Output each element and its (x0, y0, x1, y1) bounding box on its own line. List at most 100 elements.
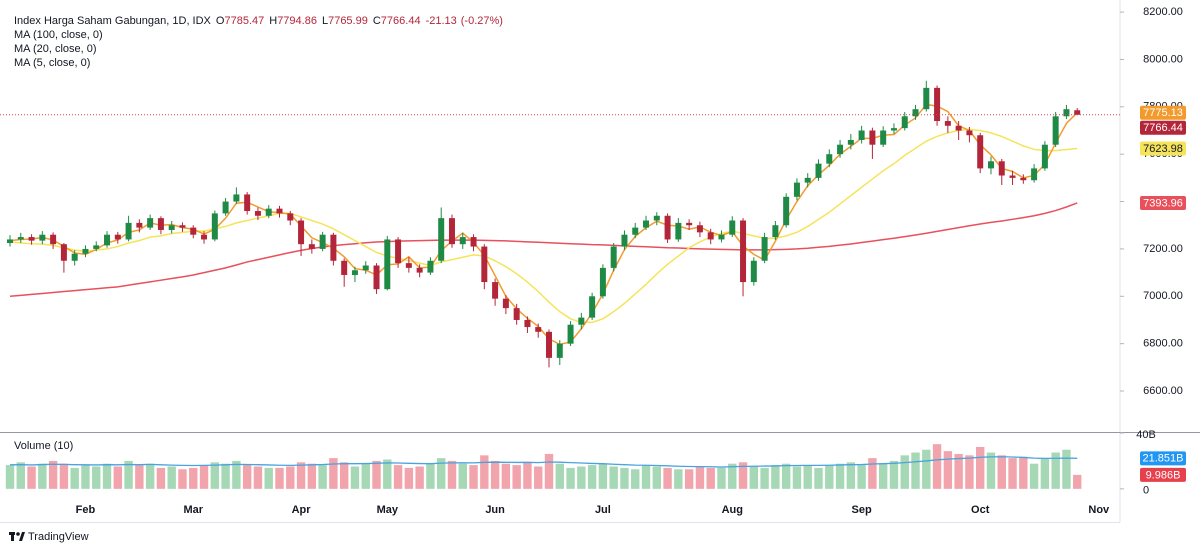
volume-bar (480, 455, 489, 489)
candle-body (104, 234, 111, 246)
candle-body (179, 225, 186, 228)
volume-bar (965, 455, 974, 489)
ohlc-value: 7785.47 (224, 15, 264, 27)
ohlc-letter: H (269, 15, 277, 27)
ma-badge: 7775.13 (1143, 107, 1183, 119)
candle-body (168, 225, 175, 230)
volume-bar (210, 462, 220, 489)
candle-body (987, 161, 994, 169)
candle-body (50, 234, 57, 245)
candle-body (707, 232, 714, 240)
y-tick-label: 8000.00 (1143, 53, 1183, 65)
candle-body (686, 222, 693, 226)
volume-bar (361, 463, 370, 489)
header: Index Harga Saham Gabungan, 1D, IDX O7785… (14, 15, 503, 27)
ma-line (9, 103, 1078, 346)
candle-body (934, 87, 941, 122)
ma-badge-bg (1140, 105, 1186, 120)
candle-body (427, 260, 434, 273)
volume-bar (167, 466, 176, 489)
candle-body (502, 298, 509, 309)
volume-bar (81, 465, 90, 489)
volume-bar (598, 463, 608, 489)
candle-body (201, 234, 208, 240)
candle-body (890, 128, 897, 131)
candle-body (287, 213, 294, 221)
change: -21.13 (426, 15, 457, 27)
candle-body (351, 270, 358, 275)
volume-bar (684, 469, 694, 489)
last-price-badge: 7766.44 (1143, 122, 1183, 134)
volume-bar (534, 466, 543, 489)
volume-bar (555, 463, 564, 489)
candle-body (28, 237, 35, 241)
volume-bar (426, 463, 435, 489)
volume-bar (512, 465, 521, 489)
logo (9, 532, 25, 541)
volume-bar (372, 460, 381, 489)
candle-body (1031, 168, 1038, 181)
logo-part (11, 535, 14, 541)
x-tick-label: Aug (722, 504, 743, 516)
volume-bar (350, 466, 360, 489)
volume-bar (70, 467, 79, 489)
volume-bar (781, 463, 791, 489)
candle-body (750, 260, 757, 283)
volume-bar (501, 463, 511, 489)
marks (0, 80, 1120, 489)
volume-bar (178, 469, 187, 489)
candle-body (998, 161, 1005, 176)
candle-body (599, 267, 606, 297)
volume-bar (587, 465, 597, 489)
volume-bar (447, 460, 457, 489)
candle-body (362, 265, 369, 271)
y-tick-label: 6800.00 (1143, 338, 1183, 350)
candle-body (395, 239, 402, 264)
candle-body (621, 234, 628, 247)
footer-brand: TradingView (28, 531, 89, 543)
x-tick-label: Feb (76, 504, 96, 516)
candle-body (190, 227, 197, 235)
volume-bar (889, 460, 899, 489)
volume-bar (663, 467, 672, 489)
candle-body (125, 222, 132, 240)
volume-bar (728, 463, 737, 489)
legend: Index Harga Saham Gabungan, 1D, IDX O7785… (14, 15, 503, 452)
candle-body (556, 343, 563, 358)
candle-body (815, 163, 822, 178)
candle-body (492, 282, 499, 299)
volume-bar (339, 462, 349, 489)
candle-body (632, 227, 639, 235)
ma-badge-bg (1140, 141, 1186, 156)
candle-body (793, 182, 800, 197)
candle-body (578, 317, 585, 325)
volume-bar (393, 465, 403, 489)
x-tick-label: Sep (852, 504, 872, 516)
candle-body (330, 234, 337, 261)
volume-bar (857, 465, 866, 489)
candle-body (373, 265, 380, 290)
candle-body (729, 220, 736, 235)
volume-bar (641, 465, 651, 489)
candle-body (405, 263, 412, 268)
candle-body (718, 234, 725, 240)
volume-bar (922, 449, 931, 489)
volume-bar (135, 465, 144, 489)
volume-bar (437, 458, 446, 489)
candle-body (470, 237, 477, 247)
volume-bar (986, 452, 996, 489)
volume-bar (232, 460, 241, 489)
volume-bar (490, 460, 500, 489)
volume-bar (631, 469, 640, 489)
x-tick-label: May (377, 504, 399, 516)
candle-body (7, 239, 13, 243)
volume-bar (275, 467, 284, 489)
candle-body (481, 246, 488, 283)
volume-bar (674, 469, 683, 489)
volume-bar (976, 446, 985, 489)
candle-body (1020, 177, 1027, 181)
candle-body (276, 208, 283, 214)
volume-ma-line (9, 456, 1078, 468)
volume-bar (846, 462, 856, 489)
